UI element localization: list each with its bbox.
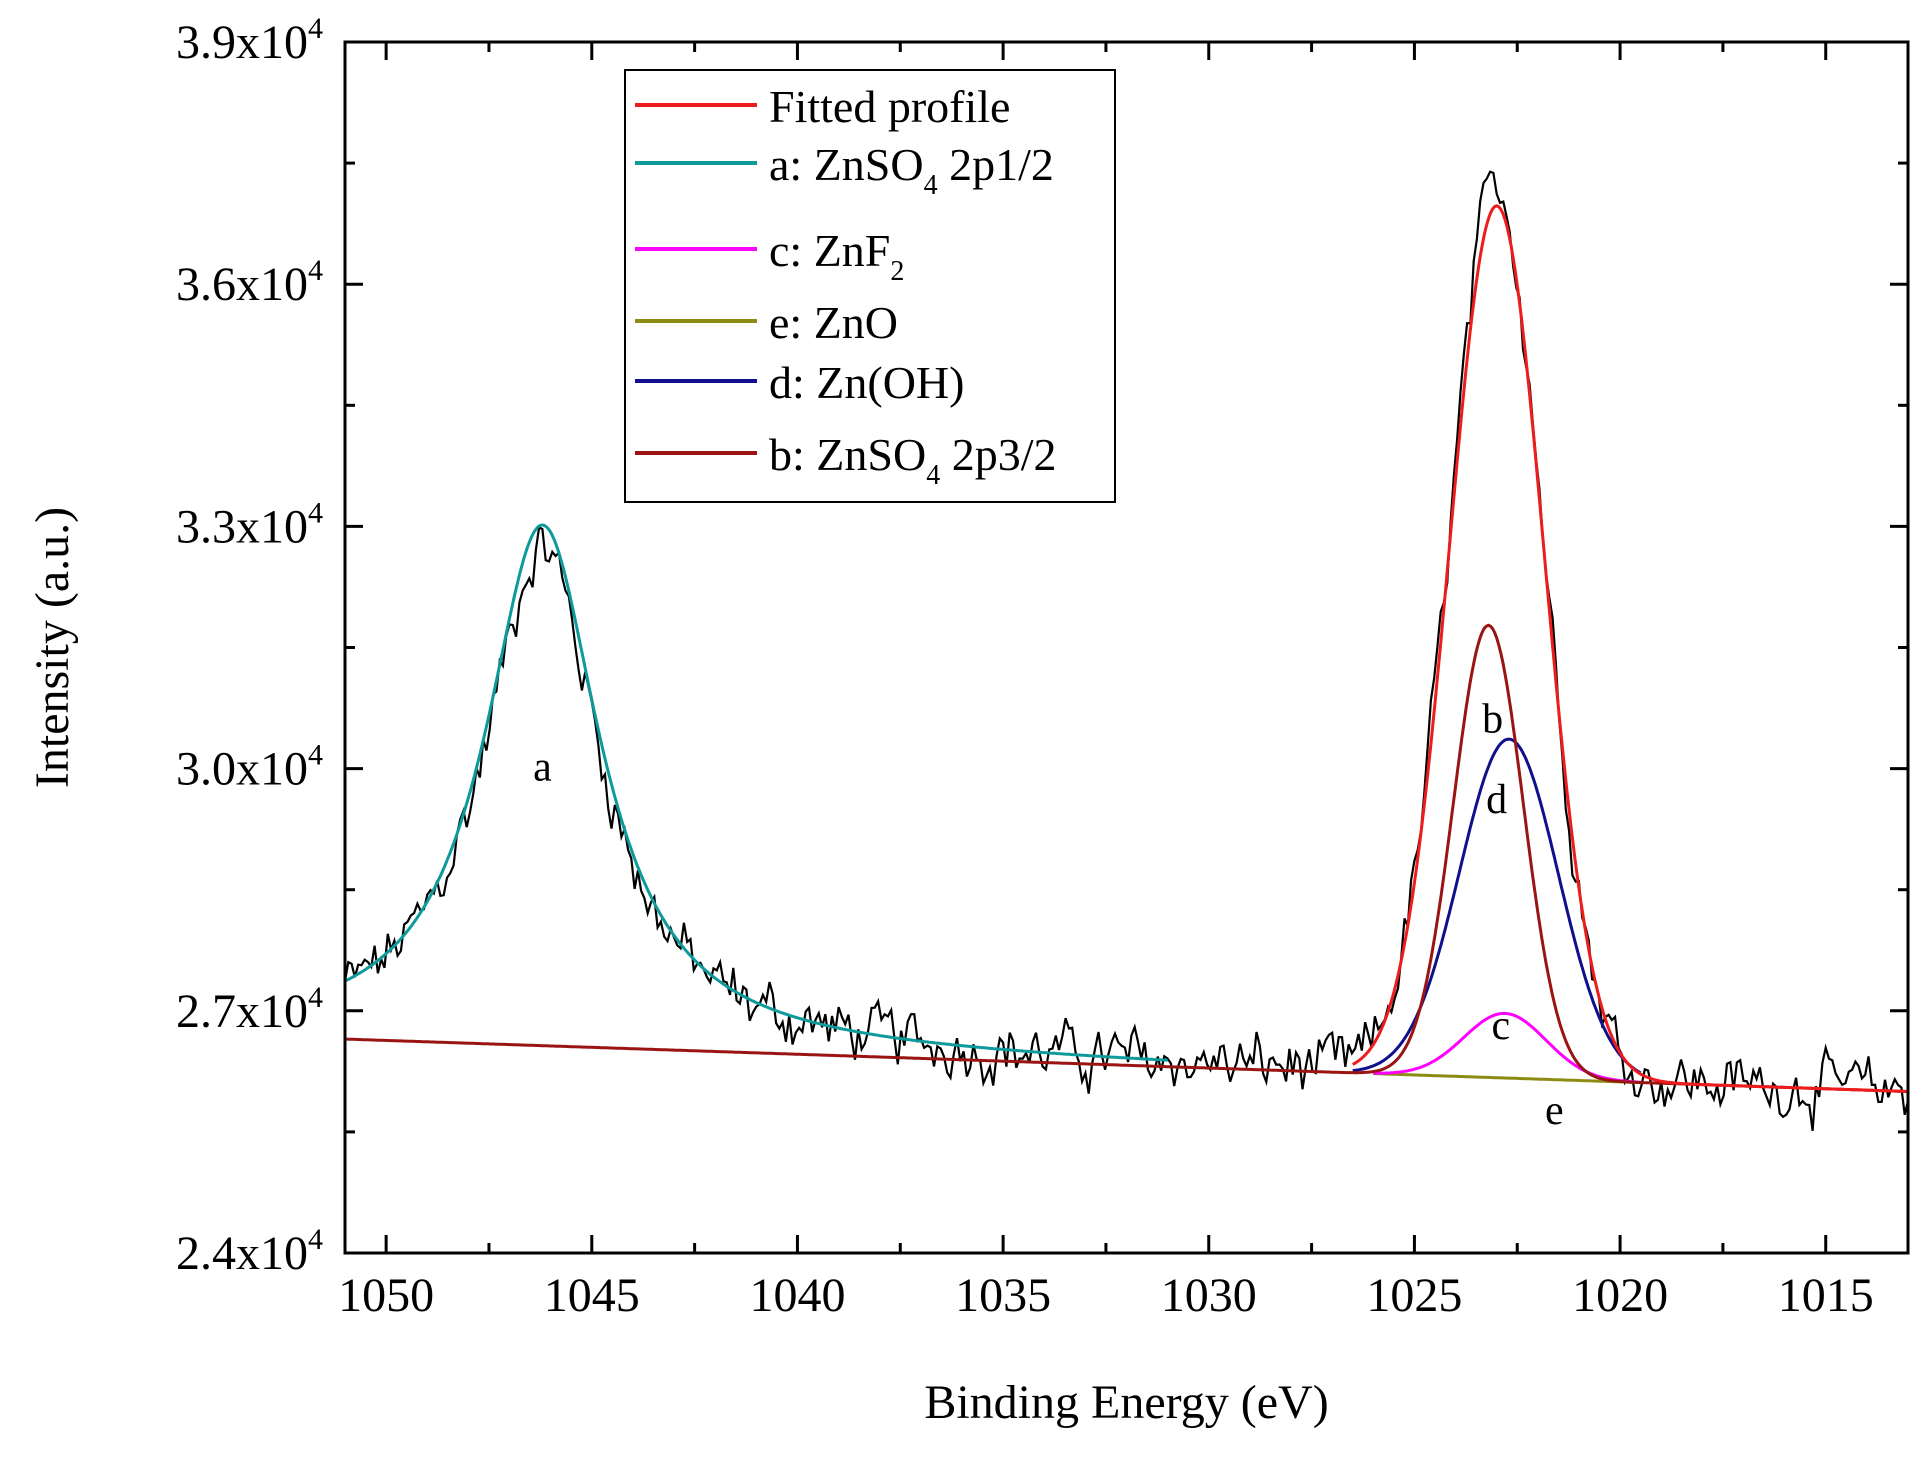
- legend-label-fitted: Fitted profile: [769, 81, 1010, 132]
- legend-text-tail: 2p1/2: [938, 139, 1054, 190]
- x-tick-label: 1025: [1366, 1269, 1462, 1322]
- legend-text-main: d: Zn(OH): [769, 357, 964, 408]
- y-tick-label: 2.4x104: [176, 1223, 323, 1280]
- x-tick-label: 1045: [544, 1269, 640, 1322]
- x-tick-label: 1040: [749, 1269, 845, 1322]
- peak-label-a: a: [533, 745, 552, 791]
- y-tick-label: 2.7x104: [176, 981, 323, 1038]
- y-axis-title: Intensity (a.u.): [26, 507, 79, 788]
- y-tick-exponent: 4: [308, 12, 323, 45]
- peak-label-b: b: [1482, 696, 1503, 742]
- y-tick-exponent: 4: [308, 1223, 323, 1256]
- y-tick-exponent: 4: [308, 981, 323, 1014]
- y-tick-exponent: 4: [308, 254, 323, 287]
- legend-label-d: d: Zn(OH): [769, 357, 964, 408]
- y-tick-mantissa: 3.0x10: [176, 743, 308, 796]
- x-tick-label: 1020: [1572, 1269, 1668, 1322]
- legend-text-main: Fitted profile: [769, 81, 1010, 132]
- legend-text-main: a: ZnSO: [769, 139, 924, 190]
- x-tick-label: 1030: [1161, 1269, 1257, 1322]
- y-tick-exponent: 4: [308, 739, 323, 772]
- y-tick-label: 3.6x104: [176, 254, 323, 311]
- peak-label-c: c: [1491, 1003, 1510, 1049]
- series-a-znso4-2p1-2: [345, 523, 1168, 1062]
- peak-label-d: d: [1486, 777, 1507, 823]
- x-tick-label: 1015: [1778, 1269, 1874, 1322]
- peak-label-e: e: [1545, 1088, 1564, 1134]
- y-tick-label: 3.0x104: [176, 739, 323, 796]
- x-axis-title: Binding Energy (eV): [924, 1376, 1328, 1429]
- legend-text-main: e: ZnO: [769, 297, 898, 348]
- axis-ticks: 1050 1045 1040 1035 1030 1025 1020 10152.4x1042…: [176, 12, 1908, 1322]
- y-tick-mantissa: 2.7x10: [176, 985, 308, 1038]
- legend-box: [624, 69, 1116, 503]
- legend-subscript: 4: [926, 460, 940, 491]
- plot-frame: [343, 40, 1910, 1255]
- legend-text-tail: 2p3/2: [940, 429, 1056, 480]
- y-tick-label: 3.3x104: [176, 496, 323, 553]
- legend-subscript: 2: [890, 256, 904, 287]
- legend-subscript: 4: [924, 170, 938, 201]
- legend-text-main: c: ZnF: [769, 225, 890, 276]
- series-fitted-profile: [1352, 204, 1908, 1093]
- legend-label-e: e: ZnO: [769, 297, 898, 348]
- legend-label-c: c: ZnF2: [769, 225, 904, 287]
- legend-label-a: a: ZnSO4 2p1/2: [769, 139, 1054, 201]
- series-e-zno: [1373, 1072, 1641, 1085]
- legend-label-b: b: ZnSO4 2p3/2: [769, 429, 1056, 491]
- y-tick-mantissa: 3.9x10: [176, 16, 308, 69]
- y-tick-exponent: 4: [308, 496, 323, 529]
- y-tick-label: 3.9x104: [176, 12, 323, 69]
- plot-area: a bd ce: [345, 170, 1908, 1134]
- y-tick-mantissa: 3.6x10: [176, 258, 308, 311]
- series-d-zn-oh: [1352, 737, 1642, 1075]
- x-tick-label: 1050: [338, 1269, 434, 1322]
- y-tick-mantissa: 3.3x10: [176, 500, 308, 553]
- series-b-znso4-2p3-2: [345, 623, 1908, 1093]
- legend-text-main: b: ZnSO: [769, 429, 926, 480]
- y-tick-mantissa: 2.4x10: [176, 1227, 308, 1280]
- series-experimental: [345, 170, 1908, 1131]
- x-tick-label: 1035: [955, 1269, 1051, 1322]
